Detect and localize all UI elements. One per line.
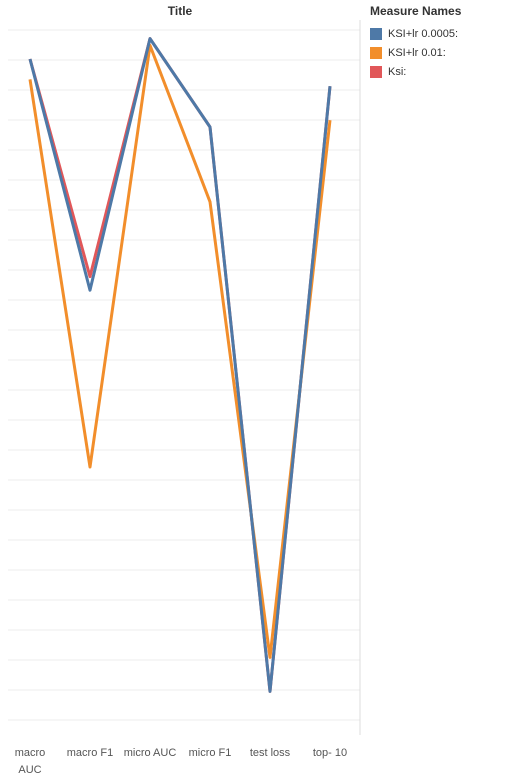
- legend-label: Ksi:: [388, 66, 406, 78]
- legend-item: KSI+lr 0.01:: [370, 43, 461, 62]
- legend-title: Measure Names: [370, 4, 461, 18]
- x-tick-label: micro AUC: [124, 747, 177, 759]
- series-line: [30, 45, 330, 657]
- chart-title: Title: [168, 4, 193, 18]
- legend-item: Ksi:: [370, 62, 461, 81]
- x-tick-label: macro F1: [67, 747, 113, 759]
- gridlines: [8, 20, 360, 735]
- x-tick-label: macro AUC: [15, 747, 46, 776]
- legend-swatch: [370, 28, 382, 40]
- series-lines: [30, 39, 330, 692]
- legend: Measure Names KSI+lr 0.0005: KSI+lr 0.01:…: [370, 4, 461, 81]
- legend-item: KSI+lr 0.0005:: [370, 24, 461, 43]
- legend-swatch: [370, 47, 382, 59]
- x-tick-label: test loss: [250, 747, 291, 759]
- legend-label: KSI+lr 0.01:: [388, 47, 446, 59]
- legend-swatch: [370, 66, 382, 78]
- x-tick-label: micro F1: [189, 747, 232, 759]
- legend-label: KSI+lr 0.0005:: [388, 28, 458, 40]
- x-tick-label: top- 10: [313, 747, 347, 759]
- x-tick-labels: macro AUC macro F1 micro AUC micro F1 test lo…: [15, 747, 347, 776]
